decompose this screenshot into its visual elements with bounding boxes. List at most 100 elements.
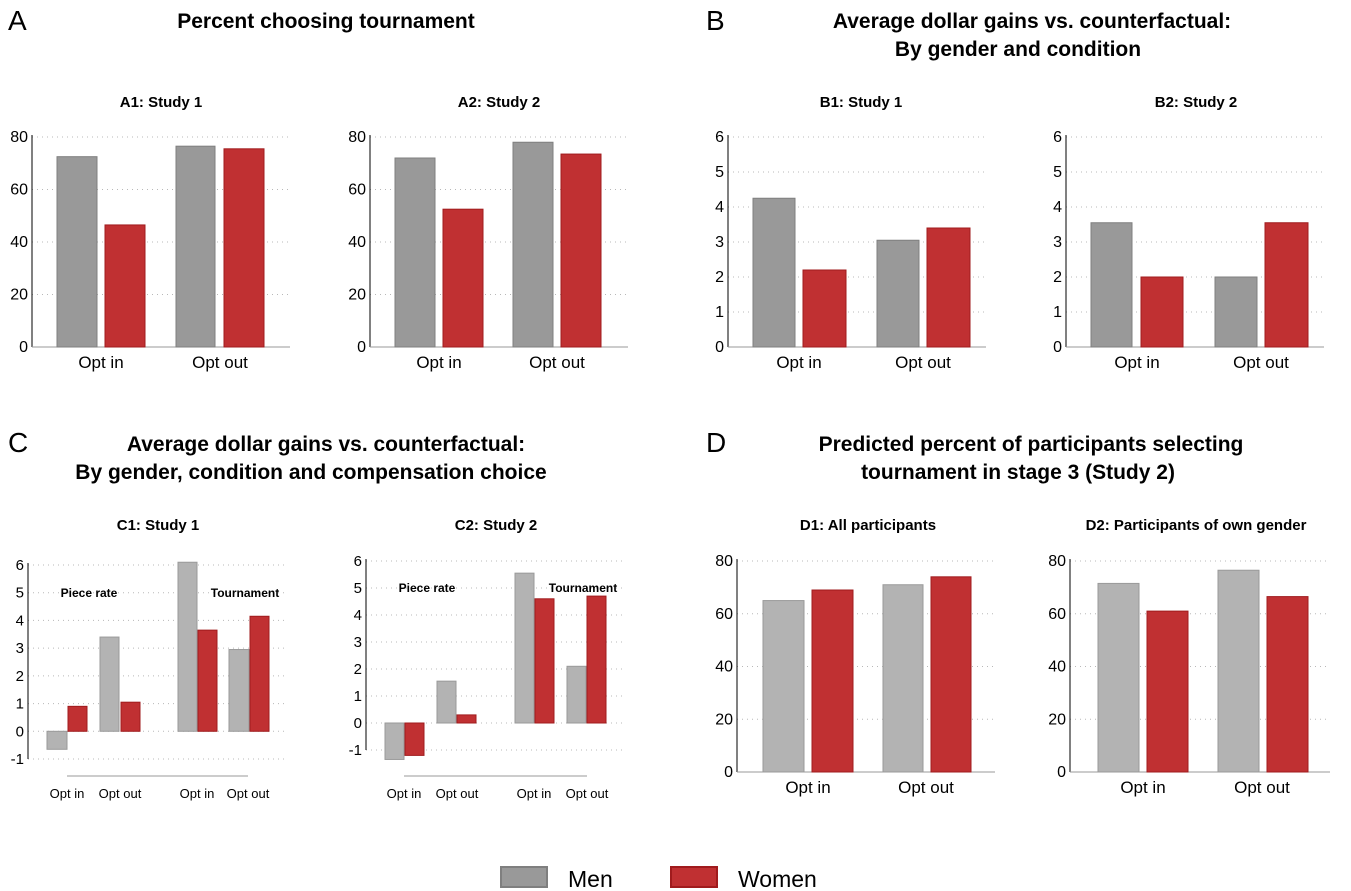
y-tick-label: 40: [10, 234, 28, 251]
bar-women: [1264, 222, 1309, 348]
y-tick-label: 0: [724, 764, 733, 781]
y-tick-label: 3: [354, 634, 362, 651]
bar-women: [197, 629, 218, 732]
chart-subtitle: C2: Study 2: [455, 517, 538, 534]
category-label: Opt out: [566, 786, 609, 801]
chart-a1: A1: Study 1 0 20 40 60 80 Opt in Opt out: [10, 94, 290, 372]
panel-letter-b: B: [706, 5, 725, 36]
section-title-b-line2: By gender and condition: [895, 38, 1141, 61]
bar-men: [384, 722, 405, 760]
category-label: Opt in: [1120, 778, 1165, 797]
category-label: Opt out: [529, 353, 585, 372]
bar-men: [1214, 276, 1258, 348]
section-title-d-line1: Predicted percent of participants select…: [819, 433, 1244, 456]
bar-women: [404, 722, 425, 756]
y-tick-label: 2: [354, 661, 362, 678]
panel-letter-d: D: [706, 427, 726, 458]
bar-men: [394, 157, 436, 348]
chart-subtitle: C1: Study 1: [117, 517, 200, 534]
y-tick-label: 2: [16, 668, 24, 685]
category-label: Opt out: [436, 786, 479, 801]
y-tick-label: 3: [16, 640, 24, 657]
group-label: Tournament: [549, 581, 617, 595]
bar-men: [99, 636, 120, 732]
y-tick-label: 80: [10, 129, 28, 146]
y-tick-label: 6: [1053, 129, 1062, 146]
bar-women: [120, 701, 141, 732]
category-label: Opt in: [180, 786, 215, 801]
category-label: Opt out: [1234, 778, 1290, 797]
y-tick-label: 5: [1053, 164, 1062, 181]
category-label: Opt out: [227, 786, 270, 801]
section-title-c-line1: Average dollar gains vs. counterfactual:: [127, 433, 525, 456]
y-tick-label: 60: [1048, 606, 1066, 623]
category-label: Opt in: [387, 786, 422, 801]
bar-women: [104, 224, 146, 348]
chart-subtitle: B2: Study 2: [1155, 94, 1238, 111]
bar-men: [228, 649, 250, 732]
bar-women: [223, 148, 265, 348]
bar-men: [436, 680, 457, 724]
category-label: Opt in: [78, 353, 123, 372]
chart-b2: B2: Study 2 0 1 2 3 4 5 6 Opt in Opt out: [1053, 94, 1324, 372]
bar-women: [456, 714, 477, 724]
y-tick-label: 5: [715, 164, 724, 181]
y-tick-label: 1: [354, 688, 362, 705]
y-tick-label: 4: [354, 607, 362, 624]
bar-men: [1090, 222, 1133, 348]
category-label: Opt out: [1233, 353, 1289, 372]
category-label: Opt out: [192, 353, 248, 372]
group-label: Piece rate: [399, 581, 456, 595]
bar-women: [249, 615, 270, 732]
y-tick-label: -1: [349, 742, 362, 759]
chart-subtitle: A1: Study 1: [120, 94, 203, 111]
bar-men: [762, 600, 805, 773]
bar-men: [752, 197, 796, 348]
bar-women: [67, 705, 88, 732]
y-tick-label: 0: [19, 339, 28, 356]
category-label: Opt in: [1114, 353, 1159, 372]
group-label: Tournament: [211, 586, 279, 600]
y-tick-label: 3: [715, 234, 724, 251]
category-label: Opt in: [50, 786, 85, 801]
y-tick-label: 4: [715, 199, 724, 216]
bar-women: [926, 227, 971, 348]
y-tick-label: 0: [715, 339, 724, 356]
group-label: Piece rate: [61, 586, 118, 600]
bar-men: [514, 572, 535, 724]
y-tick-label: 60: [715, 606, 733, 623]
bar-women: [442, 208, 484, 348]
bar-men: [512, 141, 554, 348]
y-tick-label: 1: [715, 304, 724, 321]
y-tick-label: 6: [715, 129, 724, 146]
y-tick-label: 20: [1048, 711, 1066, 728]
y-tick-label: 5: [354, 580, 362, 597]
chart-c1: C1: Study 1 -1 0 1 2 3 4 5 6 Opt in Opt out Opt in O…: [11, 517, 288, 801]
chart-d2: D2: Participants of own gender 0 20 40 60 80 O…: [1048, 517, 1330, 797]
category-label: Opt in: [776, 353, 821, 372]
bar-women: [802, 269, 847, 348]
section-title-d-line2: tournament in stage 3 (Study 2): [861, 461, 1175, 484]
legend-men-label: Men: [568, 866, 613, 891]
legend-men-swatch: [500, 866, 548, 888]
category-label: Opt out: [99, 786, 142, 801]
y-tick-label: 60: [348, 182, 366, 199]
panel-letter-a: A: [8, 5, 27, 36]
chart-subtitle: B1: Study 1: [820, 94, 903, 111]
y-tick-label: 80: [348, 129, 366, 146]
y-tick-label: 0: [1053, 339, 1062, 356]
y-tick-label: 4: [1053, 199, 1062, 216]
section-title-c-line2: By gender, condition and compensation ch…: [75, 461, 546, 484]
bar-men: [1217, 569, 1260, 773]
y-tick-label: 6: [16, 557, 24, 574]
y-tick-label: 4: [16, 612, 24, 629]
chart-subtitle: D1: All participants: [800, 517, 936, 534]
chart-c2: C2: Study 2 -1 0 1 2 3 4 5 6 Opt in Opt out Opt in O…: [349, 517, 626, 801]
chart-subtitle: D2: Participants of own gender: [1086, 517, 1307, 534]
category-label: Opt in: [517, 786, 552, 801]
y-tick-label: 5: [16, 585, 24, 602]
bar-women: [560, 153, 602, 348]
bar-women: [586, 595, 607, 724]
y-tick-label: 40: [1048, 659, 1066, 676]
y-tick-label: 0: [357, 339, 366, 356]
